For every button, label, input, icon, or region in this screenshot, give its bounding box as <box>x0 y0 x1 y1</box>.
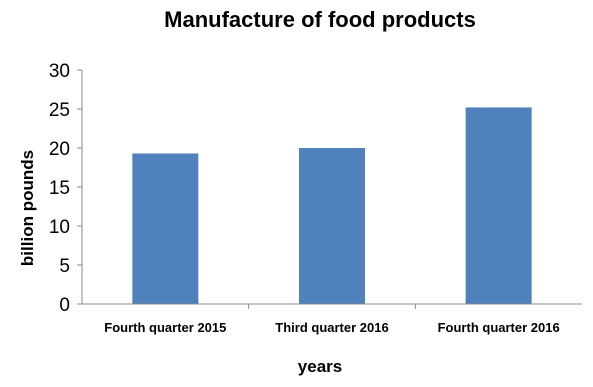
x-tick-label: Fourth quarter 2016 <box>438 320 560 335</box>
bar <box>465 107 532 304</box>
y-axis-label: billion pounds <box>18 150 37 266</box>
y-tick-label: 5 <box>59 256 70 277</box>
x-tick-label: Third quarter 2016 <box>275 320 388 335</box>
y-tick-label: 10 <box>49 217 70 238</box>
y-axis-ticks: 0 5 10 15 20 25 30 <box>49 61 82 316</box>
x-axis-label: years <box>298 357 342 376</box>
y-tick-label: 25 <box>49 100 70 121</box>
y-tick-label: 20 <box>49 139 70 160</box>
x-axis-ticks: Fourth quarter 2015 Third quarter 2016 Fou… <box>104 304 560 335</box>
y-tick-label: 30 <box>49 61 70 82</box>
y-tick-label: 15 <box>49 178 70 199</box>
chart-title: Manufacture of food products <box>164 7 476 32</box>
x-tick-label: Fourth quarter 2015 <box>104 320 226 335</box>
y-tick-label: 0 <box>59 295 70 316</box>
bar <box>299 148 365 304</box>
bar <box>132 153 199 304</box>
bars <box>132 107 532 304</box>
